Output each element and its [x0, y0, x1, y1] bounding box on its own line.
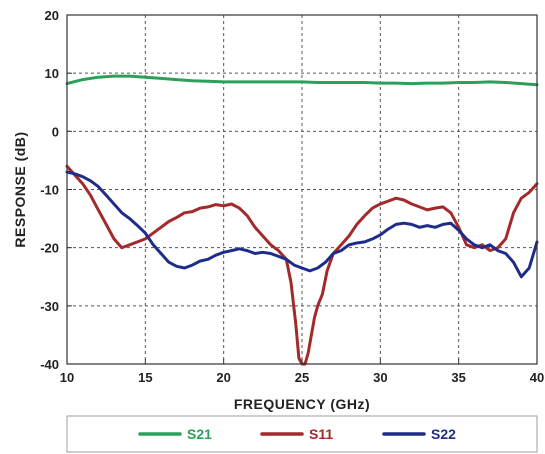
grid [67, 15, 537, 364]
y-tick-label: -30 [40, 299, 59, 314]
x-tick-label: 15 [138, 370, 152, 385]
y-tick-label: -20 [40, 241, 59, 256]
x-tick-label: 30 [373, 370, 387, 385]
tick-labels: 10 15 20 25 30 35 40 -40 -30 -20 -10 0 10 20 [40, 8, 544, 385]
legend: S21 S11 S22 [66, 415, 538, 453]
x-tick-label: 35 [451, 370, 465, 385]
y-tick-label: 10 [45, 66, 59, 81]
x-axis-label: FREQUENCY (GHz) [234, 396, 370, 412]
x-tick-label: 40 [530, 370, 544, 385]
series-line-s21 [65, 74, 539, 87]
y-tick-label: 20 [45, 8, 59, 23]
legend-label-s21: S21 [187, 426, 212, 442]
x-tick-label: 25 [295, 370, 309, 385]
legend-label-s11: S11 [309, 426, 333, 442]
y-tick-label: -40 [40, 357, 59, 372]
x-tick-label: 20 [216, 370, 230, 385]
y-tick-label: -10 [40, 183, 59, 198]
y-tick-label: 0 [52, 124, 59, 139]
series-line-s22 [65, 170, 539, 279]
legend-label-s22: S22 [431, 426, 456, 442]
y-axis-label: RESPONSE (dB) [12, 131, 28, 247]
x-tick-label: 10 [60, 370, 74, 385]
